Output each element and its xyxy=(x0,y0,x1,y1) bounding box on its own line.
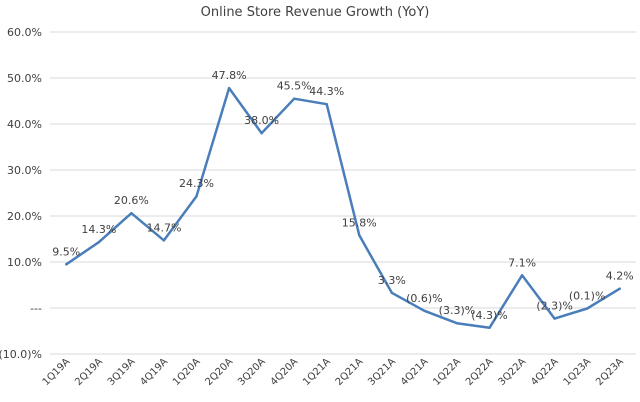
data-label: 4.2% xyxy=(606,270,634,283)
y-tick-label: 40.0% xyxy=(7,118,42,131)
data-label: 3.3% xyxy=(378,274,406,287)
data-point xyxy=(260,132,263,135)
data-labels: 9.5%14.3%20.6%14.7%24.3%47.8%38.0%45.5%4… xyxy=(52,69,633,322)
data-point xyxy=(195,195,198,198)
data-label: (4.3)% xyxy=(471,309,508,322)
y-tick-label: (10.0)% xyxy=(0,348,42,361)
x-tick-label: 1Q22A xyxy=(431,356,463,388)
data-label: 38.0% xyxy=(244,114,279,127)
data-point xyxy=(488,326,491,329)
data-label: 45.5% xyxy=(277,80,312,93)
data-point xyxy=(130,212,133,215)
data-label: (3.3)% xyxy=(439,304,476,317)
x-tick-label: 3Q22A xyxy=(496,356,528,388)
data-point xyxy=(227,86,231,90)
x-tick-label: 2Q23A xyxy=(594,356,626,388)
data-label: 20.6% xyxy=(114,194,149,207)
x-tick-label: 2Q21A xyxy=(334,356,366,388)
x-axis-ticks: 1Q19A 2Q19A 3Q19A 4Q19A 1Q20A 2Q20A 3Q20A 4Q20A… xyxy=(41,356,626,388)
x-tick-label: 1Q19A xyxy=(41,356,73,388)
x-tick-label: 1Q21A xyxy=(301,356,333,388)
data-point xyxy=(390,291,394,295)
x-tick-label: 4Q21A xyxy=(399,356,431,388)
data-point xyxy=(325,103,328,106)
x-tick-label: 1Q23A xyxy=(562,356,594,388)
data-point xyxy=(97,241,101,244)
data-label: 7.1% xyxy=(508,256,536,269)
x-tick-label: 2Q20A xyxy=(203,356,235,388)
data-point xyxy=(292,97,296,100)
data-label: 24.3% xyxy=(179,177,214,190)
data-label: (0.6)% xyxy=(406,292,443,305)
data-label: 9.5% xyxy=(52,245,80,258)
chart-title: Online Store Revenue Growth (YoY) xyxy=(201,5,430,20)
data-point xyxy=(455,321,459,325)
data-label: 14.7% xyxy=(146,221,181,234)
data-point xyxy=(65,263,68,266)
y-tick-label: --- xyxy=(30,302,42,315)
x-tick-label: 3Q19A xyxy=(106,356,138,388)
y-tick-label: 30.0% xyxy=(7,164,42,177)
data-label: 47.8% xyxy=(212,69,247,82)
x-tick-label: 2Q22A xyxy=(464,356,496,388)
x-tick-label: 4Q20A xyxy=(269,356,301,388)
x-tick-label: 2Q19A xyxy=(73,356,105,388)
data-point xyxy=(585,307,589,310)
y-axis-ticks: 60.0% 50.0% 40.0% 30.0% 20.0% 10.0% --- (10.0)% xyxy=(0,26,42,361)
data-label: 14.3% xyxy=(81,223,116,236)
data-point xyxy=(423,309,426,312)
series-line xyxy=(65,86,621,330)
data-point xyxy=(358,234,361,237)
data-point xyxy=(520,274,524,277)
data-point xyxy=(162,239,166,242)
x-tick-label: 3Q20A xyxy=(236,356,268,388)
data-label: (2.3)% xyxy=(536,300,573,313)
x-tick-label: 3Q21A xyxy=(366,356,398,388)
gridlines xyxy=(50,31,636,355)
y-tick-label: 50.0% xyxy=(7,72,42,85)
y-tick-label: 20.0% xyxy=(7,210,42,223)
x-tick-label: 1Q20A xyxy=(171,356,203,388)
y-tick-label: 10.0% xyxy=(7,256,42,269)
x-tick-label: 4Q19A xyxy=(138,356,170,388)
x-tick-label: 4Q22A xyxy=(529,356,561,388)
data-point xyxy=(618,287,621,290)
series-layer xyxy=(65,86,621,330)
data-label: 44.3% xyxy=(309,85,344,98)
y-tick-label: 60.0% xyxy=(7,26,42,39)
data-label: (0.1)% xyxy=(569,289,606,302)
data-label: 15.8% xyxy=(342,216,377,229)
data-point xyxy=(553,317,556,320)
